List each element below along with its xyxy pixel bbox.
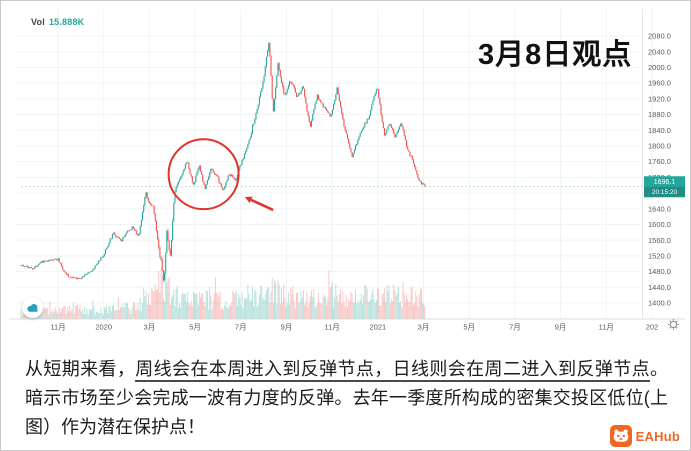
svg-text:11月: 11月 — [324, 323, 339, 332]
volume-layer — [20, 268, 426, 319]
candles-layer — [20, 42, 426, 283]
svg-text:7月: 7月 — [509, 323, 521, 332]
svg-text:1520.0: 1520.0 — [648, 251, 671, 260]
volume-indicator-label: Vol 15.888K — [31, 17, 84, 27]
svg-text:202: 202 — [646, 323, 659, 332]
annotation-circle — [167, 138, 240, 211]
annotation-arrow — [244, 196, 274, 212]
eahub-logo-text: EAHub — [635, 428, 680, 444]
grid-layer — [15, 9, 653, 319]
svg-text:2020: 2020 — [95, 323, 112, 332]
publish-idea-cloud-icon[interactable] — [22, 297, 43, 318]
svg-text:1840.0: 1840.0 — [648, 126, 671, 135]
svg-text:1960.0: 1960.0 — [648, 79, 671, 88]
svg-text:11月: 11月 — [599, 323, 614, 332]
svg-text:3月: 3月 — [144, 323, 156, 332]
svg-text:2021: 2021 — [369, 323, 386, 332]
svg-text:9月: 9月 — [555, 323, 567, 332]
svg-text:9月: 9月 — [281, 323, 293, 332]
svg-text:2000.0: 2000.0 — [648, 63, 671, 72]
svg-text:1696.1: 1696.1 — [654, 179, 676, 186]
svg-text:7月: 7月 — [235, 323, 247, 332]
analysis-caption: 从短期来看，周线会在本周进入到反弹节点，日线则会在周二进入到反弹节点。暗示市场至… — [1, 353, 690, 442]
svg-text:1400.0: 1400.0 — [648, 299, 671, 308]
svg-text:1480.0: 1480.0 — [648, 267, 671, 276]
svg-text:20:15:20: 20:15:20 — [652, 189, 678, 196]
svg-text:1640.0: 1640.0 — [648, 204, 671, 213]
svg-text:1560.0: 1560.0 — [648, 236, 671, 245]
svg-text:11月: 11月 — [50, 323, 65, 332]
svg-text:1760.0: 1760.0 — [648, 157, 671, 166]
svg-text:1600.0: 1600.0 — [648, 220, 671, 229]
svg-text:1800.0: 1800.0 — [648, 142, 671, 151]
indicator-name: Vol — [31, 17, 45, 27]
svg-text:2040.0: 2040.0 — [648, 47, 671, 56]
svg-text:5月: 5月 — [463, 323, 475, 332]
svg-text:1440.0: 1440.0 — [648, 283, 671, 292]
chart-title-overlay: 3月8日观点 — [478, 39, 633, 71]
eahub-logo: EAHub — [609, 425, 680, 447]
indicator-value: 15.888K — [48, 17, 85, 27]
caption-segment: 周线会在本周进入到反弹节点，日线则会在周二进入到反弹节点 — [135, 359, 650, 382]
caption-segment: 。暗示市场至少会完成一波有力度的反弹。去年一季度所构成的密集交投区低位(上图）作… — [25, 359, 668, 437]
time-axis-labels[interactable]: 11月 2020 3月 5月 7月 9月 11月 2021 3月 5月 7月 9月 11月 202 — [50, 323, 658, 332]
svg-text:1920.0: 1920.0 — [648, 94, 671, 103]
caption-segment: 从短期来看， — [25, 359, 136, 379]
svg-text:1880.0: 1880.0 — [648, 110, 671, 119]
axis-settings-gear-icon[interactable] — [667, 318, 680, 331]
cloud-icon — [27, 303, 38, 312]
last-price-tag: 1696.1 20:15:20 — [644, 176, 685, 198]
svg-text:2080.0: 2080.0 — [648, 32, 671, 41]
chart-pane: 2080.0 2040.0 2000.0 1960.0 1920.0 1880.0 1840… — [1, 1, 691, 349]
price-axis-labels[interactable]: 2080.0 2040.0 2000.0 1960.0 1920.0 1880.0 1840… — [648, 32, 671, 308]
svg-text:3月: 3月 — [418, 323, 430, 332]
svg-text:5月: 5月 — [189, 323, 201, 332]
candlestick-chart[interactable]: 2080.0 2040.0 2000.0 1960.0 1920.0 1880.0 1840… — [1, 1, 691, 349]
eahub-logo-icon — [609, 425, 632, 447]
